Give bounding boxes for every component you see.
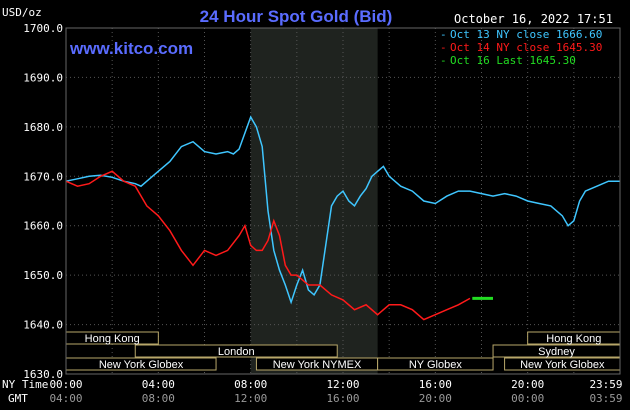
- gmt-label: GMT: [8, 392, 28, 405]
- highlight-band: [250, 28, 378, 374]
- legend-entry: Oct 14 NY close 1645.30: [450, 41, 602, 54]
- session-label: NY Globex: [409, 359, 462, 371]
- x-tick-label-ny: 20:00: [511, 378, 544, 391]
- y-tick-label: 1700.0: [23, 22, 63, 35]
- legend-marker: -: [440, 54, 447, 67]
- legend-marker: -: [440, 41, 447, 54]
- y-unit-label: USD/oz: [2, 6, 42, 19]
- series-lines: [65, 115, 620, 321]
- session-label: New York Globex: [99, 359, 184, 371]
- y-tick-label: 1650.0: [23, 269, 63, 282]
- session-box: [377, 357, 494, 371]
- session-bar: NY Globex: [377, 357, 494, 371]
- session-bar: London: [134, 344, 338, 358]
- legend: - Oct 13 NY close 1666.60- Oct 14 NY close…: [440, 28, 602, 67]
- session-label: Hong Kong: [85, 333, 140, 345]
- ny-time-label: NY Time: [2, 378, 48, 391]
- legend-marker: -: [440, 28, 447, 41]
- x-tick-label-ny: 16:00: [419, 378, 452, 391]
- legend-entry: Oct 13 NY close 1666.60: [450, 28, 602, 41]
- session-label: New York NYMEX: [273, 359, 362, 371]
- y-tick-label: 1630.0: [23, 368, 63, 381]
- x-tick-label-gmt: 12:00: [234, 392, 267, 405]
- y-tick-label: 1690.0: [23, 71, 63, 84]
- x-tick-label-gmt: 08:00: [142, 392, 175, 405]
- x-tick-label-ny: 00:00: [49, 378, 82, 391]
- series-line: [65, 170, 471, 321]
- x-tick-label-ny: 04:00: [142, 378, 175, 391]
- x-tick-label-gmt: 00:00: [511, 392, 544, 405]
- x-tick-label-ny: 12:00: [326, 378, 359, 391]
- session-bar: New York Globex: [65, 357, 217, 371]
- grid: [66, 27, 620, 375]
- x-tick-label-ny: 23:59: [589, 378, 622, 391]
- y-tick-label: 1680.0: [23, 121, 63, 134]
- session-bar: New York NYMEX: [255, 357, 379, 371]
- chart-title: 24 Hour Spot Gold (Bid): [200, 7, 393, 26]
- legend-entry: Oct 16 Last 1645.30: [450, 54, 576, 67]
- x-tick-label-gmt: 03:59: [589, 392, 622, 405]
- date-stamp: October 16, 2022 17:51: [454, 12, 613, 26]
- session-bar: Sydney: [492, 344, 621, 358]
- market-sessions: Hong Kong London New York Globex New York N…: [65, 331, 621, 371]
- y-axis: 1700.0 1690.0 1680.0 1670.0 1660.0 1650.0 1640…: [23, 22, 63, 381]
- y-tick-label: 1670.0: [23, 170, 63, 183]
- session-bar: Hong Kong: [65, 331, 159, 345]
- series-line: [65, 115, 620, 305]
- x-tick-label-gmt: 20:00: [419, 392, 452, 405]
- plot-border: [65, 27, 621, 375]
- session-bar: Hong Kong: [527, 331, 621, 345]
- x-tick-label-ny: 08:00: [234, 378, 267, 391]
- y-tick-label: 1660.0: [23, 220, 63, 233]
- watermark: www.kitco.com: [69, 39, 193, 58]
- session-label: London: [218, 346, 255, 358]
- session-bar: New York Globex: [504, 357, 621, 371]
- session-label: Sydney: [538, 346, 575, 358]
- session-label: New York Globex: [520, 359, 605, 371]
- session-label: Hong Kong: [546, 333, 601, 345]
- x-tick-label-gmt: 04:00: [49, 392, 82, 405]
- x-axis: 00:00 04:00 08:00 12:00 16:00 20:00 23:5904:00…: [49, 378, 622, 405]
- x-tick-label-gmt: 16:00: [326, 392, 359, 405]
- session-box: [134, 344, 338, 358]
- y-tick-label: 1640.0: [23, 319, 63, 332]
